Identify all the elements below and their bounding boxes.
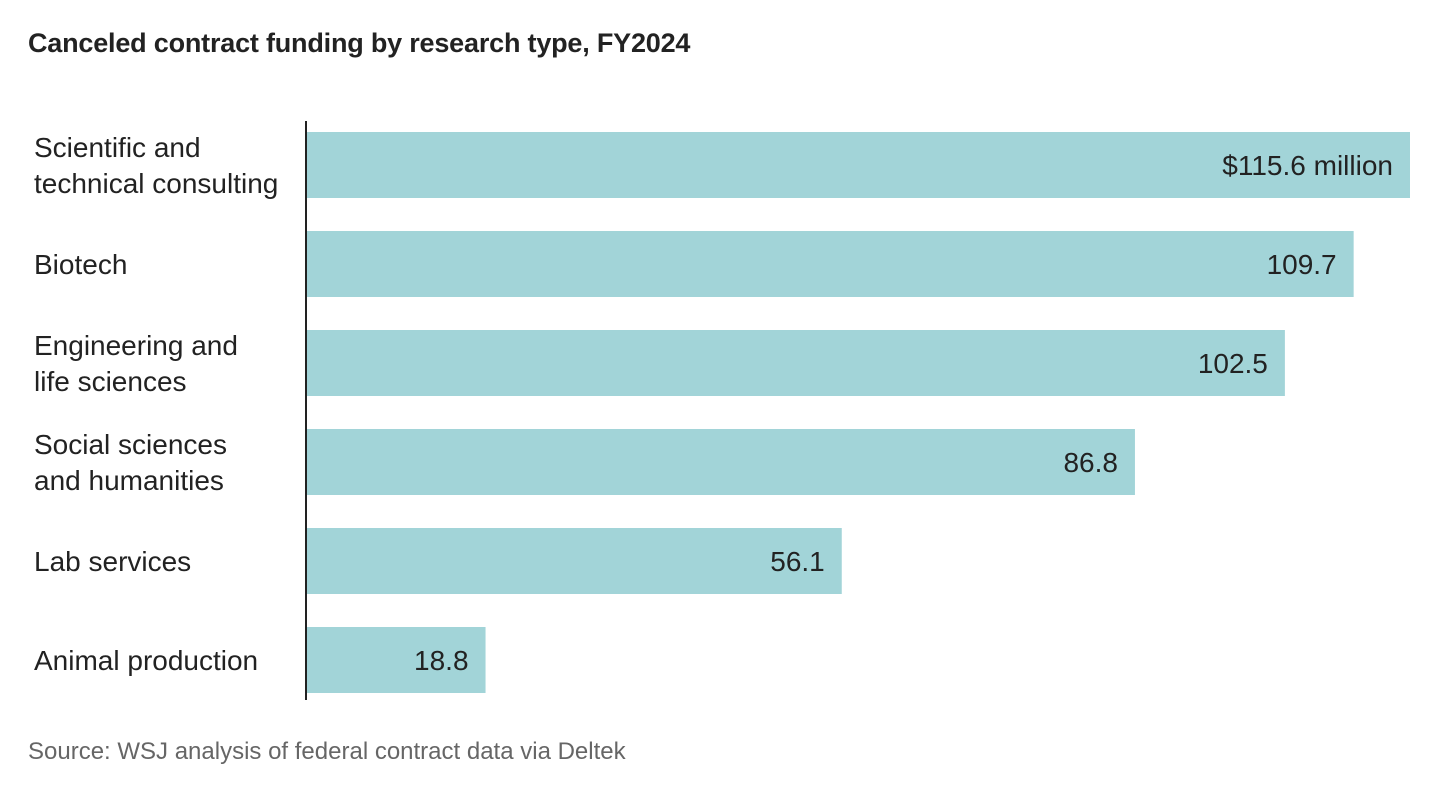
bar: [306, 429, 1135, 495]
category-label: Scientific and technical consulting: [34, 132, 278, 199]
bar: [306, 330, 1285, 396]
category-label: Lab services: [34, 546, 191, 577]
chart-title: Canceled contract funding by research ty…: [28, 28, 691, 58]
category-label-line: Lab services: [34, 546, 191, 577]
category-label-line: and humanities: [34, 465, 224, 496]
value-label: 86.8: [1063, 447, 1118, 478]
bar: [306, 231, 1354, 297]
source-note: Source: WSJ analysis of federal contract…: [28, 738, 626, 765]
category-label: Engineering and life sciences: [34, 330, 238, 397]
value-label: 102.5: [1198, 348, 1268, 379]
category-label-line: Biotech: [34, 249, 127, 280]
category-label-line: Animal production: [34, 645, 258, 676]
value-label: $115.6 million: [1222, 150, 1393, 181]
category-label: Biotech: [34, 249, 127, 280]
category-label-line: life sciences: [34, 366, 187, 397]
value-label: 18.8: [414, 645, 469, 676]
category-label-line: Social sciences: [34, 429, 227, 460]
category-label: Social sciences and humanities: [34, 429, 227, 496]
value-label: 56.1: [770, 546, 825, 577]
category-label-line: technical consulting: [34, 168, 278, 199]
bar: [306, 627, 486, 693]
category-label: Animal production: [34, 645, 258, 676]
bar: [306, 132, 1410, 198]
category-label-line: Engineering and: [34, 330, 238, 361]
value-label: 109.7: [1267, 249, 1337, 280]
category-label-line: Scientific and: [34, 132, 201, 163]
bar: [306, 528, 842, 594]
